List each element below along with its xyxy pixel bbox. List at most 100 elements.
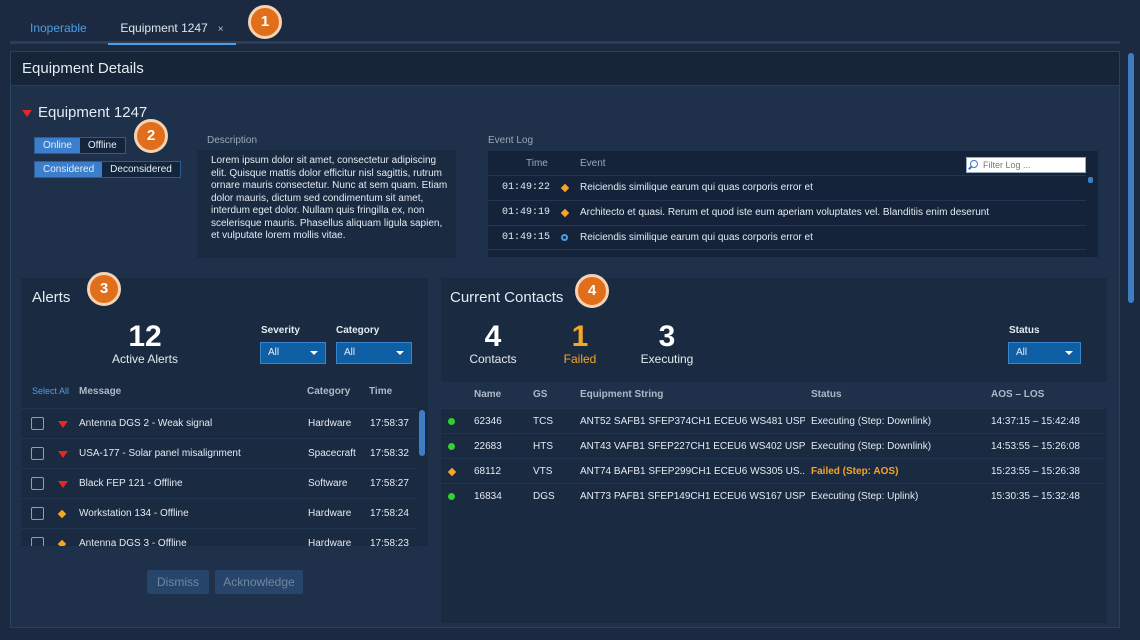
contact-equipment-string: ANT43 VAFB1 SFEP227CH1 ECEU6 WS402 USP..… [580, 441, 805, 452]
contacts-col-status: Status [811, 389, 842, 400]
tab-equipment-1247[interactable]: Equipment 1247 × [108, 0, 236, 45]
tab-bar: Inoperable Equipment 1247 × [10, 0, 1120, 45]
alerts-col-category: Category [307, 386, 351, 397]
diamond-icon [560, 208, 570, 218]
annotation-marker-1: 1 [248, 5, 282, 39]
event-log-scroll-thumb[interactable] [1088, 177, 1093, 183]
contact-aos-los: 15:30:35 – 15:32:48 [991, 491, 1080, 502]
contact-aos-los: 14:37:15 – 15:42:48 [991, 416, 1080, 427]
page-scroll-thumb[interactable] [1128, 53, 1134, 303]
diamond-icon [560, 183, 570, 193]
executing-label: Executing [640, 352, 694, 366]
close-tab-icon[interactable]: × [217, 24, 224, 35]
annotation-marker-3: 3 [87, 272, 121, 306]
green-dot-icon [448, 493, 455, 500]
contact-status: Executing (Step: Uplink) [811, 491, 919, 502]
alert-row[interactable]: USA-177 - Solar panel misalignment Space… [21, 438, 417, 468]
contact-row[interactable]: 68112 VTS ANT74 BAFB1 SFEP299CH1 ECEU6 W… [441, 458, 1105, 483]
contact-equipment-string: ANT73 PAFB1 SFEP149CH1 ECEU6 WS167 USP..… [580, 491, 805, 502]
contact-gs: HTS [533, 441, 553, 452]
category-label: Category [336, 325, 380, 336]
alert-row[interactable]: Antenna DGS 2 - Weak signal Hardware 17:… [21, 408, 417, 438]
alerts-col-time: Time [369, 386, 393, 397]
alert-time: 17:58:27 [370, 478, 409, 489]
alert-checkbox[interactable] [31, 537, 44, 546]
chevron-down-icon [1065, 351, 1073, 355]
chevron-down-icon [396, 351, 404, 355]
alerts-table-header: Select All Message Category Time [21, 386, 421, 408]
alert-category: Software [308, 478, 348, 489]
alert-time: 17:58:24 [370, 508, 409, 519]
diamond-icon [57, 509, 67, 519]
annotation-marker-2: 2 [134, 119, 168, 153]
event-log-row[interactable]: 01:49:19 Architecto et quasi. Rerum et q… [488, 200, 1086, 225]
contacts-table-header: Name GS Equipment String Status AOS – LO… [441, 382, 1107, 408]
alerts-scroll-thumb[interactable] [419, 410, 425, 456]
status-select[interactable]: All [1008, 342, 1081, 364]
event-log-row[interactable]: 01:49:15 Reiciendis similique earum qui … [488, 225, 1086, 250]
tab-inoperable-label: Inoperable [30, 21, 87, 35]
alert-message: Workstation 134 - Offline [79, 508, 189, 519]
alert-time: 17:58:37 [370, 418, 409, 429]
status-value: All [1016, 347, 1028, 358]
ring-icon [561, 234, 568, 241]
alerts-list: Antenna DGS 2 - Weak signal Hardware 17:… [21, 408, 428, 546]
alert-category: Hardware [308, 418, 352, 429]
equipment-name: Equipment 1247 [38, 104, 148, 121]
contact-equipment-string: ANT74 BAFB1 SFEP299CH1 ECEU6 WS305 US... [580, 466, 805, 477]
green-dot-icon [448, 418, 455, 425]
panel-title: Equipment Details [11, 52, 1119, 86]
alert-category: Spacecraft [308, 448, 356, 459]
alert-message: Antenna DGS 2 - Weak signal [79, 418, 213, 429]
contact-row[interactable]: 62346 TCS ANT52 SAFB1 SFEP374CH1 ECEU6 W… [441, 408, 1105, 433]
dismiss-button[interactable]: Dismiss [147, 570, 209, 594]
contact-status: Executing (Step: Downlink) [811, 416, 932, 427]
alert-checkbox[interactable] [31, 477, 44, 490]
page-scrollbar[interactable] [1126, 51, 1136, 628]
alert-row[interactable]: Antenna DGS 3 - Offline Hardware 17:58:2… [21, 528, 417, 546]
event-text: Reiciendis similique earum qui quas corp… [580, 182, 813, 193]
category-select[interactable]: All [336, 342, 412, 364]
equipment-heading[interactable]: Equipment 1247 [22, 104, 147, 121]
filter-log-input[interactable]: Filter Log ... [966, 157, 1086, 173]
contact-name: 62346 [474, 416, 502, 427]
alert-checkbox[interactable] [31, 447, 44, 460]
acknowledge-button[interactable]: Acknowledge [215, 570, 303, 594]
contacts-label: Contacts [469, 352, 517, 366]
contact-row[interactable]: 22683 HTS ANT43 VAFB1 SFEP227CH1 ECEU6 W… [441, 433, 1105, 458]
event-log-col-time: Time [526, 158, 548, 169]
search-icon [970, 160, 978, 168]
contact-gs: TCS [533, 416, 553, 427]
alert-category: Hardware [308, 538, 352, 546]
deconsidered-button[interactable]: Deconsidered [102, 162, 180, 177]
collapse-triangle-icon[interactable] [22, 109, 32, 117]
diamond-icon [447, 467, 457, 477]
offline-button[interactable]: Offline [79, 138, 125, 153]
alert-checkbox[interactable] [31, 417, 44, 430]
event-log-row[interactable]: 01:49:22 Reiciendis similique earum qui … [488, 175, 1086, 200]
filter-log-placeholder: Filter Log ... [983, 160, 1031, 170]
category-value: All [344, 347, 356, 358]
alert-message: Antenna DGS 3 - Offline [79, 538, 187, 546]
contact-name: 68112 [474, 466, 502, 477]
alert-row[interactable]: Workstation 134 - Offline Hardware 17:58… [21, 498, 417, 528]
select-all-link[interactable]: Select All [32, 386, 70, 396]
contact-gs: VTS [533, 466, 553, 477]
alert-checkbox[interactable] [31, 507, 44, 520]
alert-message: USA-177 - Solar panel misalignment [79, 448, 241, 459]
considered-button[interactable]: Considered [35, 162, 103, 177]
event-text: Reiciendis similique earum qui quas corp… [580, 232, 813, 243]
tab-inoperable[interactable]: Inoperable [30, 0, 87, 44]
contact-name: 22683 [474, 441, 502, 452]
contact-aos-los: 15:23:55 – 15:26:38 [991, 466, 1080, 477]
severity-select[interactable]: All [260, 342, 326, 364]
contact-status: Failed (Step: AOS) [811, 466, 899, 477]
active-alerts-label: Active Alerts [111, 352, 179, 366]
considered-toggle: Considered Deconsidered [34, 161, 181, 178]
alert-message: Black FEP 121 - Offline [79, 478, 183, 489]
contact-row[interactable]: 16834 DGS ANT73 PAFB1 SFEP149CH1 ECEU6 W… [441, 483, 1105, 508]
online-button[interactable]: Online [35, 138, 80, 153]
status-label: Status [1009, 325, 1040, 336]
event-log-table: Time Event Filter Log ... 01:49:22 Reici… [488, 151, 1098, 257]
alert-row[interactable]: Black FEP 121 - Offline Software 17:58:2… [21, 468, 417, 498]
